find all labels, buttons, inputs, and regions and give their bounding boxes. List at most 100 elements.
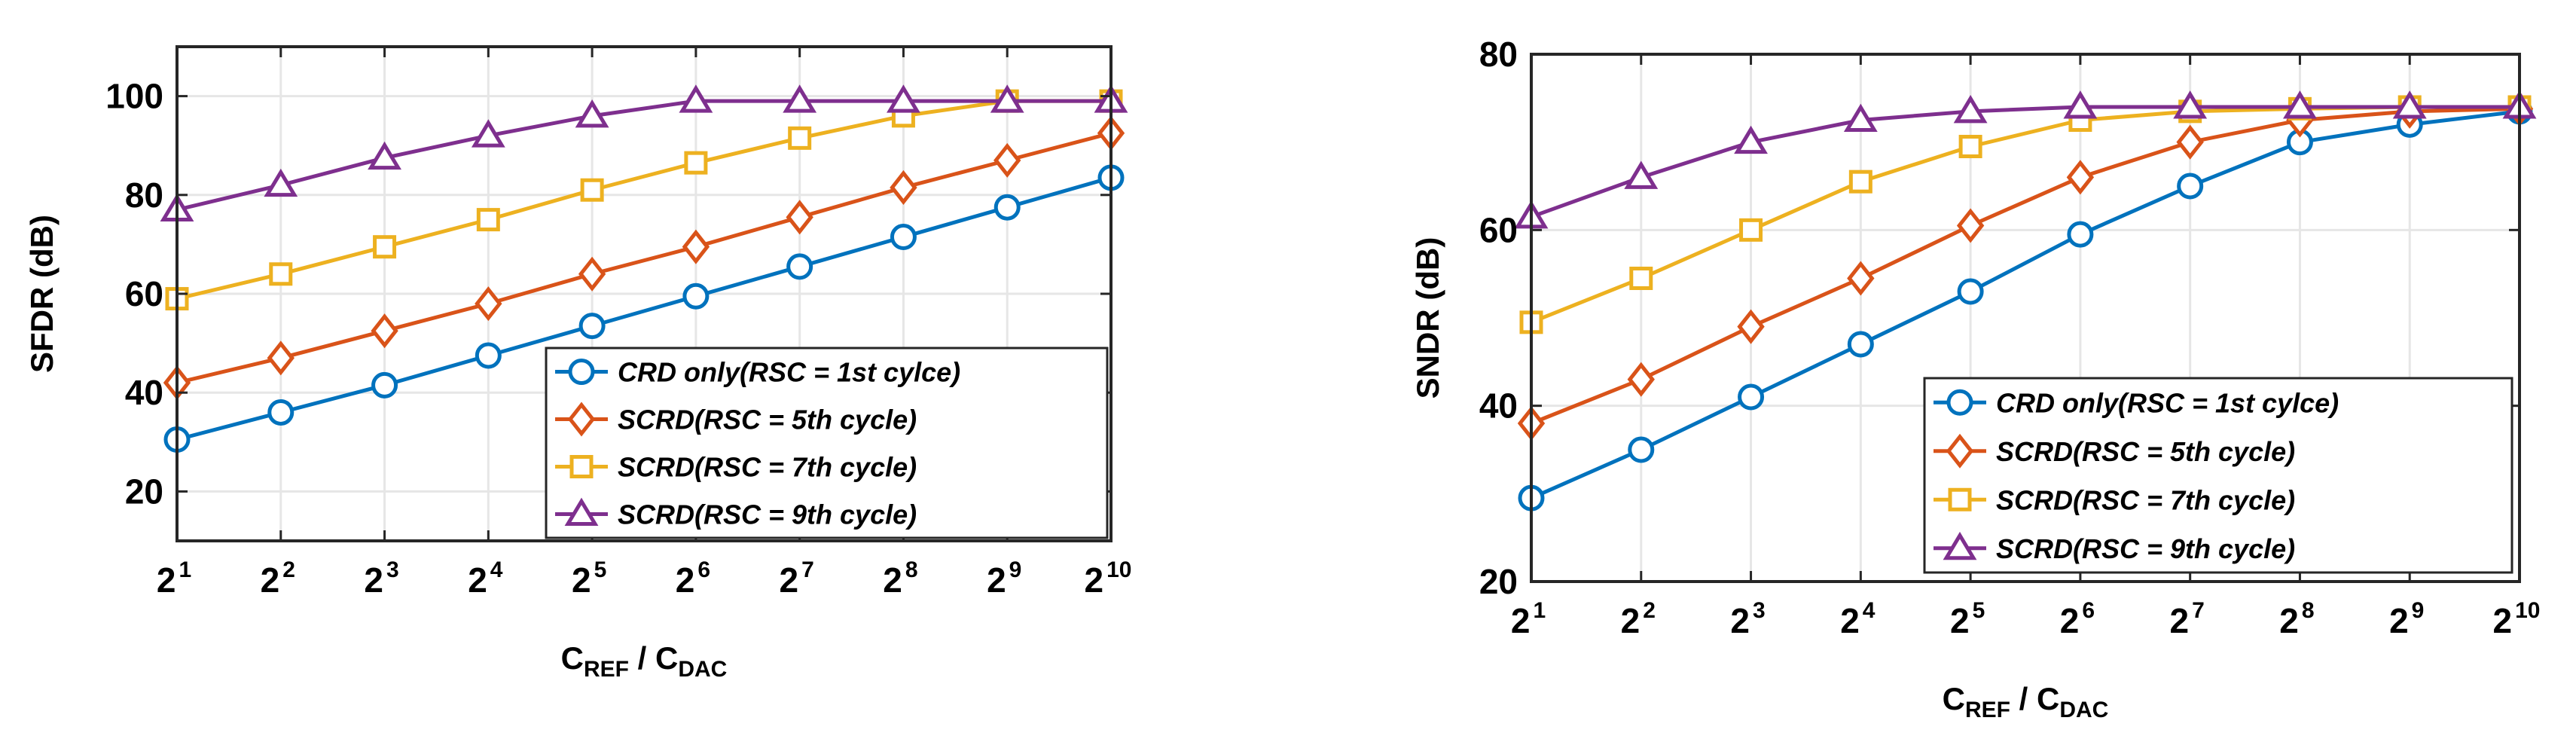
legend-label: SCRD(RSC = 9th cycle) (618, 499, 917, 530)
legend-entry: SCRD(RSC = 7th cycle) (555, 452, 917, 483)
data-point (682, 282, 710, 310)
data-point (580, 178, 604, 202)
y-tick-label: 100 (105, 77, 163, 116)
legend-marker (1943, 531, 1977, 560)
data-point (373, 235, 397, 259)
legend-entry: SCRD(RSC = 7th cycle) (1934, 484, 2295, 515)
series-line (1531, 105, 2520, 219)
data-point (2066, 160, 2095, 195)
data-point (990, 84, 1024, 113)
series-1 (163, 164, 1125, 453)
data-point (368, 141, 401, 170)
legend-marker (569, 455, 594, 478)
data-point (2063, 90, 2098, 119)
data-point (2392, 90, 2427, 119)
data-point (1847, 261, 1875, 296)
data-point (2176, 124, 2204, 160)
chart-2: 20 40 60 80 2 1 2 2 2 3 2 4 2 5 2 6 2 7 2 8 2 9 2 10 CREF / CDAC… (1410, 35, 2540, 722)
data-point (679, 84, 713, 113)
y-axis-label: SFDR (dB) (24, 215, 60, 373)
data-point (786, 200, 813, 235)
data-point (1848, 169, 1872, 194)
data-point (684, 151, 708, 175)
chart-1: 20 40 60 80 100 2 1 2 2 2 3 2 4 2 5 2 6 2 7 2 8 2 9 2 10 CREF / C… (24, 45, 1131, 682)
data-point (993, 194, 1021, 221)
legend-entry: SCRD(RSC = 9th cycle) (555, 497, 917, 530)
legend-marker (568, 359, 595, 385)
data-point (1737, 309, 1765, 344)
data-point (2173, 90, 2208, 119)
data-point (475, 342, 502, 369)
data-point (1843, 103, 1878, 132)
legend-label: SCRD(RSC = 7th cycle) (618, 452, 917, 483)
data-point (575, 99, 609, 128)
legend: CRD only(RSC = 1st cylce) SCRD(RSC = 5th … (545, 347, 1109, 539)
data-point (1739, 218, 1763, 242)
y-tick-label: 60 (125, 274, 163, 313)
y-axis-label: SNDR (dB) (1410, 237, 1445, 399)
data-point (788, 126, 812, 150)
legend-label: CRD only(RSC = 1st cylce) (1996, 387, 2339, 418)
series-line (176, 131, 1112, 385)
data-point (1628, 436, 1655, 463)
data-point (682, 229, 710, 264)
legend-label: SCRD(RSC = 7th cycle) (1996, 484, 2295, 515)
series-line (176, 99, 1111, 212)
legend-box (545, 347, 1109, 539)
data-point (993, 142, 1021, 178)
x-tick-label: 2 10 (2493, 598, 2541, 640)
data-point (1624, 160, 1659, 189)
legend-marker (1948, 487, 1972, 511)
y-tick-label: 40 (1479, 386, 1518, 426)
y-tick-label: 20 (125, 472, 163, 511)
series-line (176, 176, 1112, 441)
data-point (1629, 267, 1653, 290)
data-point (890, 169, 917, 205)
axes-box (1530, 53, 2521, 583)
legend-box (1923, 377, 2513, 574)
legend-marker (564, 497, 599, 526)
data-point (1734, 125, 1768, 154)
legend-label: SCRD(RSC = 5th cycle) (618, 405, 917, 435)
data-point (887, 84, 920, 113)
data-point (269, 262, 293, 286)
data-point (1956, 208, 1985, 243)
legend: CRD only(RSC = 1st cylce) SCRD(RSC = 5th … (1923, 377, 2513, 574)
data-point (783, 84, 817, 113)
y-tick-label: 40 (125, 373, 163, 412)
data-point (1958, 135, 1982, 158)
y-tick-label: 20 (1479, 562, 1518, 601)
y-tick-label: 80 (125, 176, 163, 215)
data-point (786, 253, 813, 280)
data-point (1957, 278, 1984, 305)
data-point (1953, 94, 1988, 124)
data-point (475, 286, 502, 322)
legend-marker (1946, 389, 1973, 416)
data-point (1738, 383, 1765, 411)
data-point (1627, 362, 1655, 397)
data-point (264, 168, 298, 197)
legend-entry: SCRD(RSC = 5th cycle) (1934, 433, 2295, 469)
data-point (2067, 221, 2094, 248)
legend-entry: SCRD(RSC = 9th cycle) (1934, 531, 2295, 564)
legend-marker (567, 402, 596, 437)
y-tick-label: 80 (1479, 35, 1518, 74)
data-point (371, 371, 398, 398)
